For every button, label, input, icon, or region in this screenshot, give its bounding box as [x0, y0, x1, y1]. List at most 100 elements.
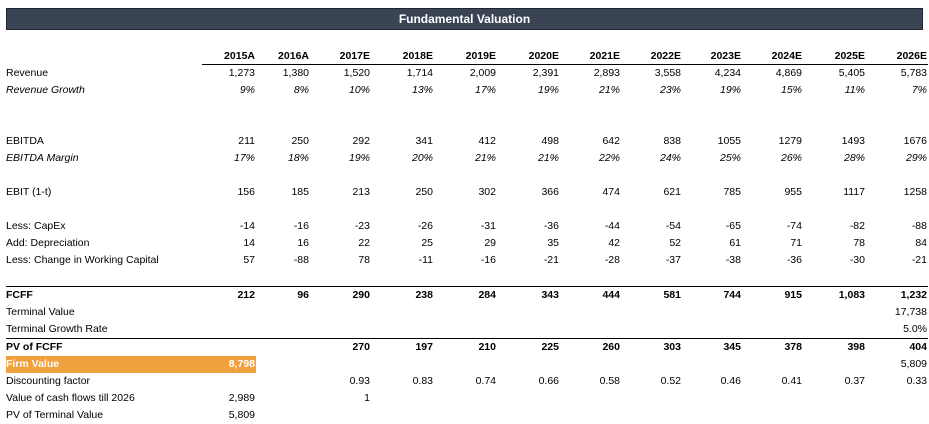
spacer-cell	[6, 116, 928, 133]
cell-2016A: 8%	[293, 84, 309, 96]
cell-2026E	[866, 407, 928, 424]
firm-value-amount: 8,798	[202, 356, 256, 373]
cell-2021E: 21%	[598, 84, 620, 96]
spacer-cell	[6, 167, 928, 184]
cell-2019E: -31	[480, 220, 496, 232]
cell-2017E: 78	[358, 254, 370, 266]
cell-2016A	[256, 373, 310, 390]
cell-2015A: 212	[202, 286, 256, 304]
cell-2020E: 498	[541, 135, 559, 147]
cell-2026E: 7%	[911, 84, 927, 96]
ebitda-label: EBITDA	[6, 135, 44, 147]
cell-2017E	[310, 407, 371, 424]
year-header-2019E: 2019E	[434, 48, 497, 65]
year-header-2026E: 2026E	[866, 48, 928, 65]
cell-2018E	[371, 356, 434, 373]
cell-2019E: 2,009	[469, 67, 496, 79]
cell-2015A: 1,273	[228, 67, 255, 79]
pv-terminal-row: PV of Terminal Value 5,809	[6, 407, 928, 424]
year-header-2020E: 2020E	[497, 48, 560, 65]
cell-2020E: 343	[497, 286, 560, 304]
cell-2026E	[866, 390, 928, 407]
cell-2024E: 1279	[778, 135, 802, 147]
cell-2021E	[560, 407, 621, 424]
pv-terminal-label: PV of Terminal Value	[6, 409, 104, 421]
cell-2026E: -21	[911, 254, 927, 266]
pv-fcff-label: PV of FCFF	[6, 338, 202, 356]
cell-2019E: 17%	[474, 84, 496, 96]
cell-2017E: 290	[310, 286, 371, 304]
cell-2024E	[742, 356, 803, 373]
cell-2023E	[682, 390, 742, 407]
cell-2017E	[310, 321, 371, 339]
cell-2023E: 19%	[719, 84, 741, 96]
cell-2026E: 84	[915, 237, 927, 249]
cell-2022E	[621, 321, 682, 339]
revenue-label: Revenue	[6, 66, 49, 79]
cell-2021E: 444	[560, 286, 621, 304]
discounting-label: Discounting factor	[6, 375, 91, 387]
cell-2021E: 2,893	[593, 67, 620, 79]
cell-2016A: 1,380	[282, 67, 309, 79]
cell-2019E: 412	[478, 135, 496, 147]
cell-2026E: 17,738	[894, 306, 927, 318]
cell-2022E	[621, 304, 682, 321]
cell-2016A	[256, 321, 310, 339]
cell-2025E	[803, 356, 866, 373]
cell-2016A	[256, 407, 310, 424]
capex-row: Less: CapEx -14 -16 -23 -26 -31 -36 -44 -54 -65 -7…	[6, 218, 928, 235]
cell-2022E: 838	[663, 135, 681, 147]
cell-2024E	[742, 304, 803, 321]
capex-label: Less: CapEx	[6, 220, 66, 232]
cell-2015A	[202, 321, 256, 339]
cell-2020E: 21%	[537, 152, 559, 164]
cell-2018E: 0.83	[412, 375, 433, 387]
cell-2017E: 22	[358, 237, 370, 249]
ebitda-margin-row: EBITDA Margin 17% 18% 19% 20% 21% 21% 22% 24% 25%…	[6, 150, 928, 167]
cell-2024E: 15%	[780, 84, 802, 96]
spacer-cell	[6, 99, 928, 116]
cell-2018E: 341	[415, 135, 433, 147]
cell-2015A	[202, 304, 256, 321]
cell-2020E	[497, 304, 560, 321]
cell-2021E: 22%	[598, 152, 620, 164]
year-header-2023E: 2023E	[682, 48, 742, 65]
cell-2025E: -30	[849, 254, 865, 266]
revenue-growth-row: Revenue Growth 9% 8% 10% 13% 17% 19% 21% 23% 19% 1…	[6, 82, 928, 99]
cell-2023E: 4,234	[714, 67, 741, 79]
cell-2018E	[371, 321, 434, 339]
working-capital-label: Less: Change in Working Capital	[6, 254, 159, 266]
cell-2022E	[621, 407, 682, 424]
cell-2022E: 52	[669, 237, 681, 249]
cell-2024E: 915	[742, 286, 803, 304]
terminal-growth-row: Terminal Growth Rate 5.0%	[6, 321, 928, 339]
terminal-value-label: Terminal Value	[6, 306, 75, 318]
cell-2017E: 19%	[348, 152, 370, 164]
cell-2024E: 378	[742, 338, 803, 356]
cell-2020E: 35	[547, 237, 559, 249]
cell-2025E: 1117	[843, 186, 865, 198]
cell-2022E	[621, 356, 682, 373]
cell-2019E: 29	[484, 237, 496, 249]
cell-2023E: 345	[682, 338, 742, 356]
cell-2015A: 57	[243, 254, 255, 266]
cell-2025E: 28%	[843, 152, 865, 164]
fcff-row: FCFF 212 96 290 238 284 343 444 581 744 915 1,083 1,…	[6, 286, 928, 304]
cell-2026E: 5,783	[900, 67, 927, 79]
cell-2025E	[803, 321, 866, 339]
cell-2022E: 303	[621, 338, 682, 356]
cell-2019E	[434, 407, 497, 424]
cell-2021E: -44	[604, 220, 620, 232]
cell-2023E	[682, 304, 742, 321]
cell-2024E: 0.41	[781, 375, 802, 387]
cell-2020E	[497, 356, 560, 373]
cell-2023E: 744	[682, 286, 742, 304]
ebit-label: EBIT (1-t)	[6, 186, 52, 198]
cell-2021E: 42	[608, 237, 620, 249]
cell-2022E	[621, 390, 682, 407]
cell-2022E: 581	[621, 286, 682, 304]
spacer-row	[6, 269, 928, 287]
cell-2015A: 156	[237, 186, 255, 198]
discounting-row: Discounting factor 0.93 0.83 0.74 0.66 0.58 0.…	[6, 373, 928, 390]
cell-2021E: 0.58	[599, 375, 620, 387]
